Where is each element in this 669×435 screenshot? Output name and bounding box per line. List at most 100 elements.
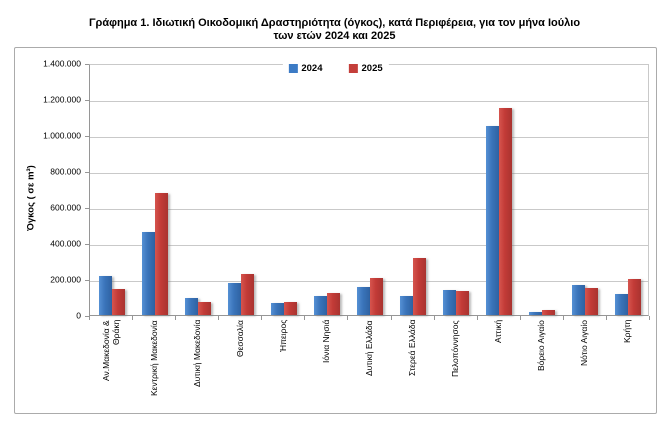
gridline [90, 245, 648, 246]
legend-label: 2024 [301, 63, 323, 74]
category-group [262, 65, 305, 315]
x-axis-label: Ιόνια Νησιά [320, 320, 331, 364]
bar-2024 [356, 287, 370, 315]
gridline [90, 209, 648, 210]
chart-title-line1: Γράφημα 1. Ιδιωτική Οικοδομική Δραστηριό… [88, 17, 581, 29]
bar-2025 [154, 193, 168, 315]
x-tick-mark [218, 316, 220, 320]
y-tick-mark [85, 208, 89, 209]
bar-2024 [270, 303, 284, 315]
x-axis-label: Κεντρική Μακεδονία [148, 320, 159, 396]
x-tick-mark [476, 316, 478, 320]
x-axis-label: Ήπειρος [277, 320, 288, 353]
bar-2024 [141, 232, 155, 315]
bar-2025 [111, 289, 125, 315]
category-group [607, 65, 650, 315]
legend-swatch-icon [348, 64, 358, 73]
gridline [90, 173, 648, 174]
category-group [176, 65, 219, 315]
category-group [521, 65, 564, 315]
bar-2025 [628, 279, 642, 315]
category-group [348, 65, 391, 315]
bar-2025 [499, 108, 513, 315]
y-axis-label: 800.000 [50, 166, 81, 177]
bar-2024 [443, 290, 457, 315]
bar-2025 [456, 291, 470, 315]
plot-area [89, 64, 649, 316]
legend-label: 2025 [361, 63, 383, 74]
y-tick-mark [85, 64, 89, 65]
x-tick-mark [649, 316, 650, 320]
x-axis-label: Νότιο Αιγαίο [579, 320, 590, 366]
y-axis-label: 1.400.000 [43, 58, 81, 69]
x-axis-label: Στερεά Ελλάδα [407, 320, 418, 377]
legend: 2024 2025 [282, 62, 389, 75]
bar-2024 [400, 296, 414, 315]
y-axis-label: 1.000.000 [43, 130, 81, 141]
x-axis-label: Πελοπόννησος [450, 320, 461, 377]
x-axis-label: Δυτική Ελλάδα [364, 320, 374, 376]
x-tick-mark [304, 316, 306, 320]
gridline [90, 137, 648, 138]
bar-2024 [313, 296, 327, 315]
bar-2025 [369, 278, 383, 315]
bar-2025 [585, 288, 599, 315]
bar-2025 [413, 258, 427, 315]
y-tick-mark [85, 280, 89, 281]
legend-item-2024: 2024 [288, 63, 323, 74]
bar-2025 [542, 310, 556, 315]
category-group [133, 65, 176, 315]
chart-frame: 2024 2025 Όγκος ( σε m³) Αν.Μακεδονία & Θ… [14, 47, 657, 414]
x-tick-mark [132, 316, 134, 320]
legend-swatch-icon [288, 64, 298, 73]
y-tick-mark [85, 172, 89, 173]
y-tick-mark [85, 244, 89, 245]
x-axis-label: Δυτική Μακεδονία [191, 320, 202, 388]
x-tick-mark [261, 316, 263, 320]
legend-item-2025: 2025 [348, 63, 383, 74]
x-tick-mark [347, 316, 349, 320]
y-axis-label: 0 [76, 310, 81, 321]
x-axis-label: Κρήτη [622, 320, 633, 344]
chart-title-line2: των ετών 2024 και 2025 [273, 30, 396, 42]
x-axis-label: Βόρειο Αιγαίο [536, 320, 547, 371]
bar-2024 [184, 298, 198, 315]
y-tick-mark [85, 136, 89, 137]
bar-2024 [227, 283, 241, 315]
x-tick-mark [519, 316, 521, 320]
x-tick-mark [433, 316, 435, 320]
bar-2024 [615, 294, 629, 315]
y-axis-label: 200.000 [50, 274, 81, 285]
category-group [435, 65, 478, 315]
y-axis-label: 600.000 [50, 202, 81, 213]
x-axis-label: Αν.Μακεδονία & Θράκη [100, 320, 121, 381]
category-group [305, 65, 348, 315]
y-axis-label: 400.000 [50, 238, 81, 249]
x-tick-mark [175, 316, 177, 320]
category-group [219, 65, 262, 315]
x-tick-mark [605, 316, 607, 320]
x-axis-label: Θεσσαλία [234, 320, 245, 357]
category-group [564, 65, 607, 315]
y-axis-label: 1.200.000 [43, 94, 81, 105]
gridline [90, 281, 648, 282]
bar-2025 [326, 293, 340, 315]
x-tick-mark [562, 316, 564, 320]
x-tick-mark [390, 316, 392, 320]
category-group [478, 65, 521, 315]
bar-2025 [197, 302, 211, 315]
bar-2024 [529, 312, 543, 315]
category-group [90, 65, 133, 315]
bar-2024 [98, 276, 112, 315]
bar-2024 [486, 126, 500, 315]
chart-title: Γράφημα 1. Ιδιωτική Οικοδομική Δραστηριό… [0, 17, 669, 43]
category-group [392, 65, 435, 315]
gridline [90, 101, 648, 102]
bar-2024 [572, 285, 586, 315]
y-tick-mark [85, 316, 89, 317]
bar-2025 [240, 274, 254, 315]
x-axis-label: Αττική [493, 320, 504, 344]
y-tick-mark [85, 100, 89, 101]
x-tick-mark [89, 316, 90, 320]
